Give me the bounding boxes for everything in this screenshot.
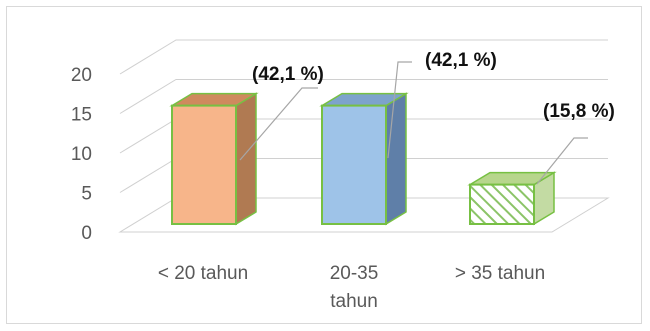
leader-line	[536, 137, 588, 185]
x-category-label: tahun	[330, 291, 378, 312]
gridline	[119, 39, 608, 75]
data-labels: (42,1 %) (42,1 %) (15,8 %)	[252, 50, 615, 122]
data-label: (42,1 %)	[252, 64, 324, 85]
bar	[469, 183, 535, 226]
y-tick-label: 20	[71, 65, 92, 86]
data-label: (15,8 %)	[543, 101, 615, 122]
bar	[171, 104, 237, 225]
bar-side	[385, 92, 407, 226]
x-category-label: < 20 tahun	[158, 263, 248, 284]
y-tick-label: 10	[71, 144, 92, 165]
category-labels: < 20 tahun 20-35 tahun > 35 tahun	[158, 263, 545, 312]
label-leaders	[239, 61, 588, 185]
x-category-label: 20-35	[330, 263, 379, 284]
gridline	[119, 79, 608, 114]
bar	[321, 104, 387, 225]
y-tick-label: 0	[81, 223, 92, 244]
y-tick-label: 15	[71, 105, 92, 126]
bar-side	[235, 92, 257, 226]
x-category-label: > 35 tahun	[455, 263, 545, 284]
y-axis-ticks: 0 5 10 15 20	[71, 65, 92, 244]
data-label: (42,1 %)	[425, 50, 497, 71]
leader-line	[239, 87, 318, 161]
chart-frame	[6, 6, 642, 324]
gridline-floor	[118, 197, 610, 233]
leader-line	[387, 61, 412, 159]
y-tick-label: 5	[81, 184, 92, 205]
